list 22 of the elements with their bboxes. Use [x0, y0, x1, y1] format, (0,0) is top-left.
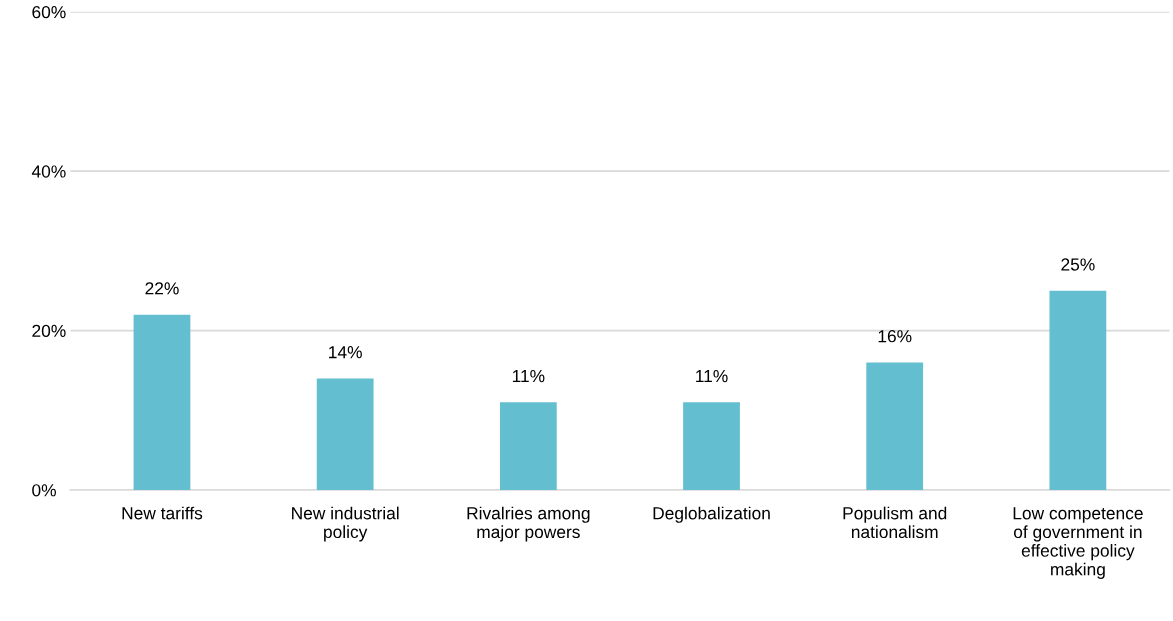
bar: [683, 402, 740, 490]
x-tick-label: Deglobalization: [653, 506, 770, 523]
y-tick-label: 0%: [32, 484, 56, 497]
data-label: 16%: [878, 330, 912, 343]
bar: [316, 378, 374, 490]
data-label: 25%: [1061, 258, 1095, 271]
data-label: 11%: [696, 369, 728, 383]
bar: [866, 362, 924, 490]
data-label: 14%: [329, 346, 362, 359]
y-tick-label: 20%: [32, 324, 66, 338]
bar: [1049, 290, 1107, 490]
data-label: 22%: [145, 282, 179, 295]
bar: [499, 402, 557, 490]
data-label: 11%: [512, 369, 545, 383]
x-tick-label: New tariffs: [122, 506, 203, 520]
bar: [133, 314, 191, 490]
x-tick-label: New industrial policy: [292, 506, 399, 542]
x-tick-label: Rivalries among major powers: [467, 506, 590, 542]
x-tick-label: Populism and nationalism: [843, 506, 947, 539]
x-tick-label: Low competence of government in effective policy making: [1013, 507, 1143, 579]
y-tick-label: 60%: [32, 5, 66, 19]
y-tick-label: 40%: [31, 165, 66, 178]
